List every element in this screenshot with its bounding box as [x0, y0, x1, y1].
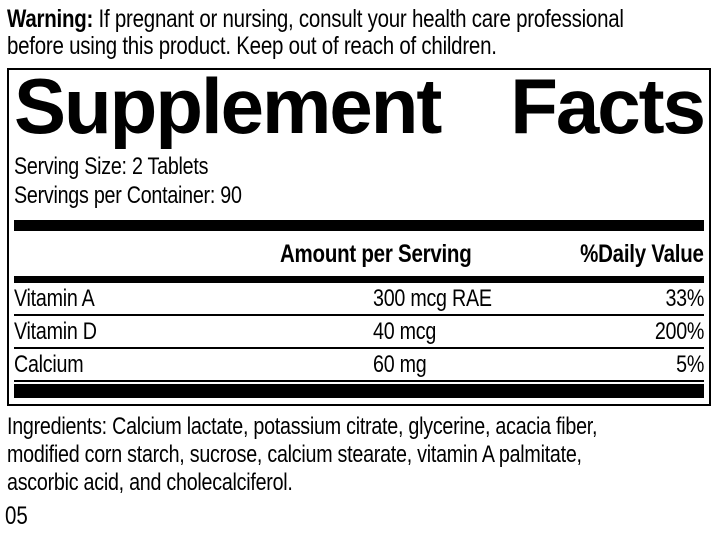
nutrient-daily-value: 33%: [665, 284, 704, 312]
product-code: 05: [5, 502, 28, 530]
panel-title-left: Supplement: [14, 62, 442, 150]
warning-line-2: before using this product. Keep out of r…: [7, 32, 497, 60]
serving-info: Serving Size: 2 Tablets Servings per Con…: [14, 152, 580, 210]
ingredients-line-2: modified corn starch, sucrose, calcium s…: [7, 441, 582, 468]
nutrient-amount: 300 mcg RAE: [373, 284, 492, 312]
ingredients-text: Ingredients: Calcium lactate, potassium …: [7, 413, 597, 497]
table-row: Vitamin D 40 mcg 200%: [14, 316, 704, 349]
table-row: Calcium 60 mg 5%: [14, 349, 704, 382]
warning-line-1-text: If pregnant or nursing, consult your hea…: [98, 5, 624, 33]
warning-line-1: Warning: If pregnant or nursing, consult…: [7, 6, 624, 33]
divider-thick-bottom: [14, 384, 704, 398]
nutrient-name: Calcium: [14, 350, 84, 378]
nutrient-amount: 40 mcg: [373, 317, 437, 345]
warning-label: Warning:: [7, 5, 94, 33]
supplement-facts-panel: Supplement Facts Serving Size: 2 Tablets…: [7, 62, 711, 406]
panel-title-right: Facts: [510, 62, 706, 150]
table-header-row: Amount per Serving %Daily Value: [14, 239, 704, 269]
nutrient-daily-value: 5%: [676, 350, 704, 378]
column-header-amount: Amount per Serving: [280, 239, 472, 268]
servings-per-container: Servings per Container: 90: [14, 182, 242, 209]
ingredients-line-1: Ingredients: Calcium lactate, potassium …: [7, 413, 598, 440]
nutrient-amount: 60 mg: [373, 350, 427, 378]
table-row: Vitamin A 300 mcg RAE 33%: [14, 283, 704, 316]
nutrient-name: Vitamin A: [14, 284, 95, 312]
divider-thick-top: [14, 220, 704, 231]
column-header-daily-value: %Daily Value: [580, 239, 704, 268]
serving-size: Serving Size: 2 Tablets: [14, 153, 209, 180]
warning-text: Warning: If pregnant or nursing, consult…: [7, 6, 624, 60]
nutrient-daily-value: 200%: [654, 317, 705, 345]
divider-medium: [14, 276, 704, 283]
ingredients-line-3: ascorbic acid, and cholecalciferol.: [7, 469, 293, 496]
nutrient-name: Vitamin D: [14, 317, 97, 345]
panel-title: Supplement Facts: [14, 62, 706, 150]
